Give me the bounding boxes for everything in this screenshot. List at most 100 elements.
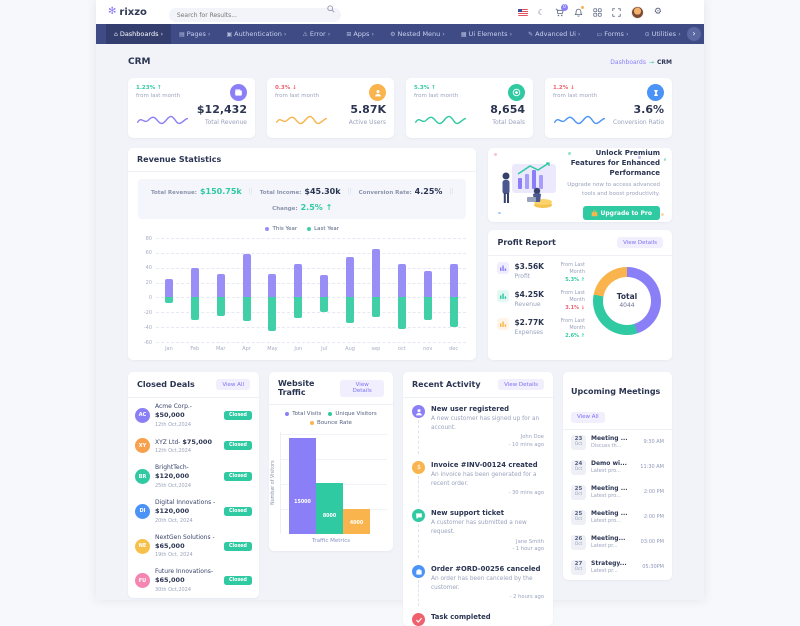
stat-label: Total Revenue — [204, 119, 247, 126]
dark-mode-icon[interactable]: ☾ — [537, 7, 545, 17]
meeting-list-item[interactable]: 24 Oct Demo wi... Latest pro... 11:30 AM — [563, 455, 672, 480]
nav-item-pages[interactable]: ▤ Pages › — [171, 24, 218, 44]
profit-view-details-button[interactable]: View Details — [617, 237, 663, 248]
legend-item-bounce-rate[interactable]: Bounce Rate — [310, 420, 352, 426]
nav-scroll-right-button[interactable]: › — [687, 27, 701, 41]
traffic-bar-total-visits[interactable]: 15000 — [289, 438, 316, 534]
bar-last-year[interactable] — [346, 297, 355, 324]
activity-list-item[interactable]: Task completed — [403, 606, 553, 626]
apps-icon: ⊞ — [346, 30, 352, 38]
traffic-bar-bounce-rate[interactable]: 4000 — [343, 508, 370, 534]
status-badge[interactable]: Closed — [223, 410, 252, 420]
bar-this-year[interactable] — [449, 264, 458, 298]
nav-items: ⌂ Dashboards › ▤ Pages › ▣ Authentication › ⚠ Erro… — [106, 24, 689, 44]
website-traffic-card: Website Traffic View Details Total Visit… — [269, 372, 393, 551]
nav-item-utilities[interactable]: ⊙ Utilities › — [637, 24, 689, 44]
bar-this-year[interactable] — [242, 254, 251, 298]
profit-donut-chart: Total 4044 — [593, 266, 661, 335]
traffic-bar-unique-visitors[interactable]: 8000 — [316, 483, 343, 534]
bar-this-year[interactable] — [164, 278, 173, 298]
bar-last-year[interactable] — [449, 297, 458, 328]
legend-item-total-visits[interactable]: Total Visits — [285, 411, 321, 417]
deal-list-item[interactable]: XY XYZ Ltd- $75,000 12th Oct,2024 Closed — [128, 433, 259, 460]
meeting-list-item[interactable]: 25 Oct Meeting ... Latest pro... 2:00 PM — [563, 480, 672, 505]
nav-item-error[interactable]: ⚠ Error › — [294, 24, 338, 44]
nav-item-advanced-ui[interactable]: ✎ Advanced Ui › — [520, 24, 588, 44]
bar-this-year[interactable] — [423, 271, 432, 298]
settings-gear-icon[interactable]: ⚙ — [653, 7, 662, 17]
legend-item-this-year[interactable]: This Year — [265, 226, 297, 232]
search-input[interactable] — [168, 8, 341, 23]
bar-last-year[interactable] — [320, 297, 329, 313]
promo-text: Unlock Premium Features for Enhanced Per… — [562, 149, 664, 221]
upgrade-to-pro-button[interactable]: Upgrade to Pro — [582, 206, 660, 221]
avatar: NE — [135, 538, 150, 554]
activity-list-item[interactable]: $ Invoice #INV-00124 created An invoice ha… — [403, 454, 553, 503]
stat-card-conversion-ratio[interactable]: 1.2% ↓ from last month 3.6% Conversion Rati… — [545, 78, 672, 138]
bar-this-year[interactable] — [294, 264, 303, 298]
bar-this-year[interactable] — [216, 273, 225, 298]
y-tick-label: -60 — [143, 339, 152, 346]
meeting-title: Strategy... — [591, 560, 627, 567]
bar-last-year[interactable] — [294, 297, 303, 319]
activity-list-item[interactable]: New user registered A new customer has si… — [403, 398, 553, 454]
deal-list-item[interactable]: AC Acme Corp.- $50,000 12th Oct,2024 Closed — [128, 398, 259, 433]
notifications-bell-icon[interactable] — [574, 5, 584, 17]
cart-icon[interactable]: 0 — [555, 3, 568, 17]
bar-this-year[interactable] — [397, 264, 406, 298]
meetings-view-all-button[interactable]: View All — [571, 411, 605, 423]
bar-this-year[interactable] — [190, 267, 199, 298]
activity-list-item[interactable]: New support ticket A customer has submitt… — [403, 502, 553, 559]
meeting-list-item[interactable]: 25 Oct Meeting ... Latest pro... 2:00 PM — [563, 505, 672, 530]
bar-this-year[interactable] — [320, 275, 329, 298]
bar-last-year[interactable] — [268, 297, 277, 331]
meeting-list-item[interactable]: 26 Oct Meeting... Latest pr... 03:00 PM — [563, 530, 672, 555]
bar-last-year[interactable] — [423, 297, 432, 320]
nav-item-nested-menu[interactable]: ⚙ Nested Menu › — [382, 24, 453, 44]
deal-list-item[interactable]: FU Future Innovations- $65,000 30th Oct,20… — [128, 563, 259, 598]
deal-list-item[interactable]: NE NextGen Solutions - $65,000 19th Oct, 2… — [128, 529, 259, 564]
logo[interactable]: ✻ rixzo — [108, 7, 147, 18]
bar-this-year[interactable] — [346, 256, 355, 298]
fullscreen-icon[interactable] — [612, 7, 621, 17]
bar-last-year[interactable] — [164, 297, 173, 304]
stat-card-total-revenue[interactable]: 1.23% ↑ from last month $12,432 Total Reven… — [128, 78, 255, 138]
stat-card-active-users[interactable]: 0.3% ↓ from last month 5.87K Active Users — [267, 78, 394, 138]
nav-item-forms[interactable]: ▭ Forms › — [589, 24, 637, 44]
activity-view-details-button[interactable]: View Details — [498, 379, 544, 390]
user-avatar[interactable] — [630, 5, 644, 19]
bar-last-year[interactable] — [216, 297, 225, 316]
bar-last-year[interactable] — [242, 297, 251, 322]
breadcrumb-parent[interactable]: Dashboards — [610, 58, 646, 66]
deal-list-item[interactable]: BR BrightTech- $120,000 25th Oct,2024 Close… — [128, 459, 259, 494]
bar-this-year[interactable] — [268, 273, 277, 298]
status-badge[interactable]: Closed — [223, 472, 252, 482]
bar-last-year[interactable] — [397, 297, 406, 329]
closed-deals-view-all-button[interactable]: View All — [216, 379, 250, 390]
search-icon[interactable] — [327, 5, 335, 13]
stat-card-total-deals[interactable]: 5.3% ↑ from last month 8,654 Total Deals — [406, 78, 533, 138]
status-badge[interactable]: Closed — [223, 541, 252, 551]
bar-last-year[interactable] — [371, 297, 380, 318]
status-badge[interactable]: Closed — [223, 441, 252, 451]
nav-item-label: Error — [309, 30, 326, 38]
meeting-list-item[interactable]: 23 Oct Meeting ... Discuss th... 9:30 AM — [563, 430, 672, 455]
meeting-list-item[interactable]: 27 Oct Strategy... Latest pr... 05:30PM — [563, 555, 672, 580]
sparkline-chart — [275, 112, 329, 131]
bar-last-year[interactable] — [190, 297, 199, 320]
legend-item-unique-visitors[interactable]: Unique Visitors — [328, 411, 377, 417]
traffic-view-details-button[interactable]: View Details — [340, 379, 384, 397]
apps-grid-icon[interactable] — [593, 7, 602, 17]
nav-item-apps[interactable]: ⊞ Apps › — [338, 24, 382, 44]
nav-item-authentication[interactable]: ▣ Authentication › — [218, 24, 294, 44]
language-flag-icon[interactable] — [517, 8, 528, 16]
header-actions: ☾ 0 ⚙ — [517, 3, 662, 19]
nav-item-ui-elements[interactable]: ▦ Ui Elements › — [453, 24, 520, 44]
deal-list-item[interactable]: DI Digital Innovations - $120,000 20th Oct… — [128, 494, 259, 529]
status-badge[interactable]: Closed — [223, 576, 252, 586]
activity-list-item[interactable]: Order #ORD-00256 canceled An order has be… — [403, 558, 553, 607]
legend-item-last-year[interactable]: Last Year — [307, 226, 339, 232]
status-badge[interactable]: Closed — [223, 506, 252, 516]
bar-this-year[interactable] — [371, 249, 380, 298]
nav-item-dashboards[interactable]: ⌂ Dashboards › — [106, 24, 172, 44]
